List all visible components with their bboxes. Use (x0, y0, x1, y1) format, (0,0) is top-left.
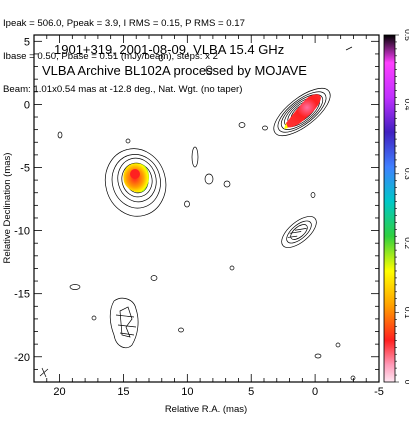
color-intensity-layer (123, 94, 321, 193)
x-axis-label: Relative R.A. (mas) (165, 404, 247, 415)
colorbar-tick-label: 0 (403, 380, 409, 385)
colorbar-tick-label: 0.1 (403, 307, 409, 319)
contour-layer (39, 46, 356, 381)
y-tick-label: 5 (24, 36, 30, 48)
y-tick-label: -10 (14, 226, 30, 238)
component-peak (130, 169, 140, 179)
x-tick-label: -5 (374, 386, 384, 398)
colorbar-tick-label: 0.4 (403, 98, 409, 110)
y-tick-label: -20 (14, 352, 30, 364)
plot-frame (33, 34, 380, 383)
header-line-base: Ibase = 0.50, Pbase = 0.51 (mJy/beam), s… (3, 51, 218, 62)
core-color-region (286, 94, 321, 128)
y-axis-label: Relative Declination (mas) (2, 153, 13, 264)
y-tick-label: 0 (24, 99, 30, 111)
map-title: 1901+319, 2001-08-09, VLBA 15.4 GHz (54, 42, 284, 57)
jet-knot-contours (281, 216, 317, 248)
x-tick-label: 0 (312, 386, 318, 398)
y-tick-label: -15 (14, 289, 30, 301)
map-header: Ipeak = 506.0, Ppeak = 3.9, I RMS = 0.15… (3, 0, 245, 106)
colorbar-tick-label: 0.3 (403, 168, 409, 180)
header-line-beam: Beam: 1.01x0.54 mas at -12.8 deg., Nat. … (3, 84, 243, 95)
axes-layer: 20 15 10 5 0 -5 5 0 -5 -10 -15 -20 (14, 35, 384, 398)
colorbar (383, 34, 396, 383)
header-line-peak: Ipeak = 506.0, Ppeak = 3.9, I RMS = 0.15… (3, 18, 245, 29)
y-tick-label: -5 (20, 162, 30, 174)
core-color-tail (284, 123, 288, 129)
colorbar-tick-label: 0.5 (403, 29, 409, 41)
colorbar-tick-label: 0.2 (403, 237, 409, 249)
noise-contours (39, 46, 356, 381)
x-tick-label: 5 (248, 386, 254, 398)
map-subtitle: VLBA Archive BL102A processed by MOJAVE (42, 63, 307, 78)
x-tick-label: 15 (117, 386, 129, 398)
faint-component-contours (109, 297, 139, 349)
x-tick-label: 20 (53, 386, 65, 398)
x-tick-label: 10 (181, 386, 193, 398)
colorbar-ticks: 0 0.1 0.2 0.3 0.4 0.5 (395, 29, 409, 385)
